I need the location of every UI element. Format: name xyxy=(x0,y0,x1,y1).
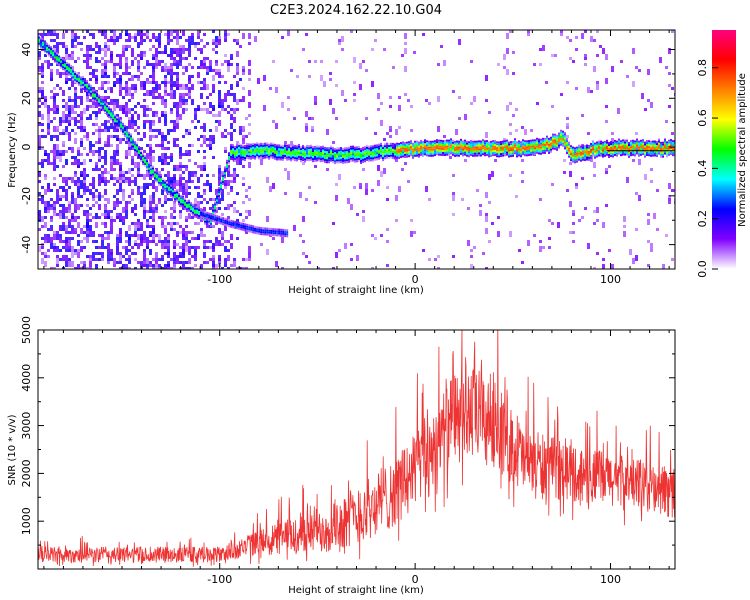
heatmap-secondary-trace xyxy=(200,209,289,238)
spectrogram-heatmap xyxy=(38,30,675,269)
snr-x-tick-label: -100 xyxy=(207,573,232,586)
snr-y-tick-label: 3000 xyxy=(20,412,33,440)
colorbar-gradient xyxy=(712,30,736,269)
colorbar-tick-label: 0.6 xyxy=(696,109,709,127)
colorbar-ticks: 0.0 0.2 0.4 0.6 0.8 xyxy=(696,59,718,278)
snr-x-tick-label: 0 xyxy=(412,573,419,586)
snr-axes: -100 0 100 1000 2000 3000 4000 5000 xyxy=(20,316,676,586)
spectrogram-y-tick-label: 0 xyxy=(20,144,33,151)
colorbar-tick-label: 0.2 xyxy=(696,210,709,228)
snr-frame xyxy=(37,329,676,570)
spectrogram-y-tick-label: 20 xyxy=(20,91,33,105)
snr-series-line xyxy=(38,330,675,567)
spectrogram-y-tick-label: -40 xyxy=(20,236,33,254)
spectrogram-x-axis-label: Height of straight line (km) xyxy=(288,285,424,296)
snr-x-tick-label: 100 xyxy=(600,573,621,586)
colorbar-tick-label: 0.8 xyxy=(696,59,709,77)
spectrogram-axes: -100 0 100 -40 -20 0 20 40 xyxy=(20,29,676,286)
spectrogram-y-tick-label: 40 xyxy=(20,43,33,57)
snr-y-tick-label: 2000 xyxy=(20,459,33,487)
colorbar-label: Normalized spectral amplitude xyxy=(737,73,748,227)
spectrogram-y-tick-label: -20 xyxy=(20,187,33,205)
snr-y-tick-label: 1000 xyxy=(20,507,33,535)
spectrogram-x-tick-label: -100 xyxy=(207,273,232,286)
snr-y-tick-label: 4000 xyxy=(20,364,33,392)
snr-y-axis-label: SNR (10 * v/v) xyxy=(7,414,18,485)
figure-title: C2E3.2024.162.22.10.G04 xyxy=(270,3,442,18)
colorbar: 0.0 0.2 0.4 0.6 0.8 Normalized spectral ampl… xyxy=(696,30,748,278)
spectrogram-x-tick-label: 100 xyxy=(600,273,621,286)
spectrogram-panel: -100 0 100 -40 -20 0 20 40 Height of straight l… xyxy=(7,29,676,296)
colorbar-tick-label: 0.0 xyxy=(696,260,709,278)
heatmap-main-trace xyxy=(38,34,675,227)
heatmap-noise-cells xyxy=(38,30,675,269)
snr-x-axis-label: Height of straight line (km) xyxy=(288,585,424,596)
colorbar-tick-label: 0.4 xyxy=(696,160,709,178)
snr-panel: -100 0 100 1000 2000 3000 4000 5000 Height of s… xyxy=(7,316,676,596)
snr-y-tick-label: 5000 xyxy=(20,316,33,344)
spectrogram-y-axis-label: Frequency (Hz) xyxy=(7,112,18,188)
spectrogram-x-tick-label: 0 xyxy=(412,273,419,286)
snr-line-series xyxy=(38,330,675,567)
